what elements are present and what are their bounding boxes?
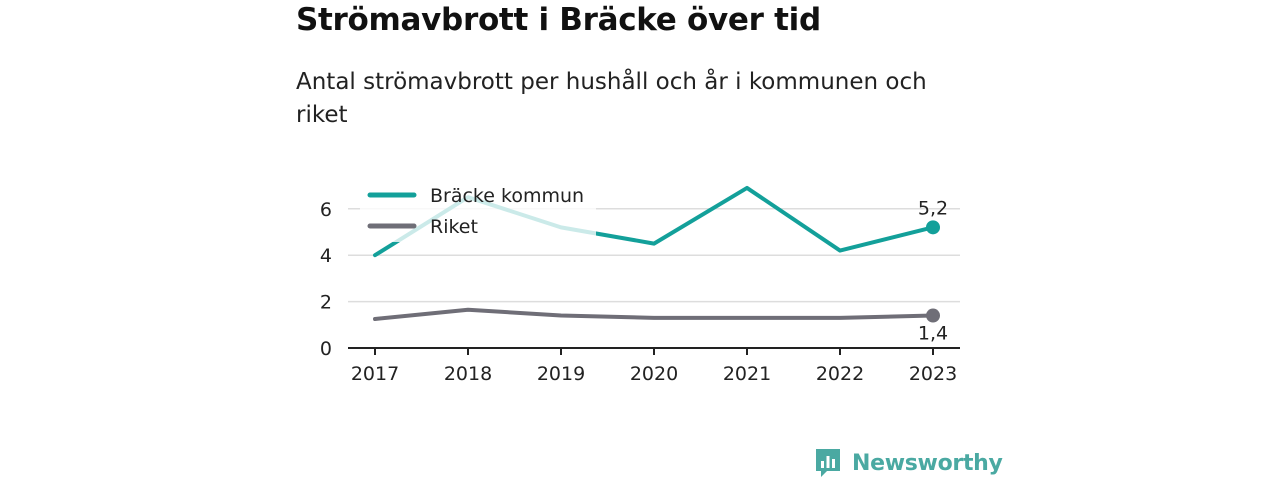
axes: 0 2 4 6 2017 2018 2019 2020 2021 2022 2023 [320,199,960,385]
x-tick-label: 2017 [351,363,399,385]
chart-title: Strömavbrott i Bräcke över tid [296,2,821,38]
brand-name: Newsworthy [852,450,1003,476]
x-tick-label: 2021 [723,363,771,385]
x-tick-label: 2018 [444,363,492,385]
x-tick-label: 2022 [816,363,864,385]
series-end-point-0 [926,220,940,235]
series-line-1 [373,307,935,321]
y-tick-label: 6 [320,199,332,221]
y-tick-label: 4 [320,245,332,267]
series-end-point-1 [926,308,940,323]
x-tick-label: 2023 [909,363,957,385]
legend-label-1: Riket [430,216,478,238]
brand-footer: Newsworthy [814,446,1003,480]
end-value-label-0: 5,2 [918,197,948,219]
legend-label-0: Bräcke kommun [430,185,584,207]
x-tick-label: 2020 [630,363,678,385]
legend: Bräcke kommun Riket [360,178,596,242]
y-tick-label: 0 [320,338,332,360]
legend-background [360,178,596,242]
newsworthy-chart-logo-icon [816,449,840,477]
end-labels: 5,2 1,4 [918,197,948,344]
chart-subtitle: Antal strömavbrott per hushåll och år i … [296,69,927,128]
y-tick-label: 2 [320,292,332,314]
x-tick-label: 2019 [537,363,585,385]
end-value-label-1: 1,4 [918,323,948,345]
